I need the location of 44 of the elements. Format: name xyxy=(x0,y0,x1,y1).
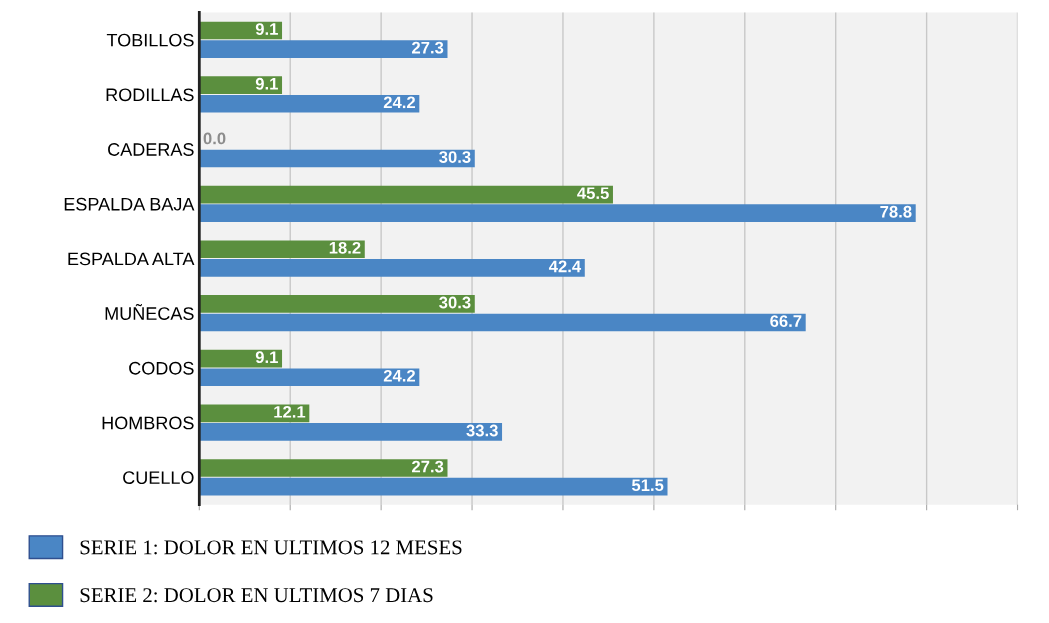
y-tick-label: TOBILLOS xyxy=(106,33,194,47)
data-label: 18.2 xyxy=(329,241,361,254)
data-label: 9.1 xyxy=(255,351,278,364)
bar xyxy=(199,149,475,168)
bar xyxy=(199,477,668,496)
data-label: 24.2 xyxy=(383,96,416,109)
y-tick-label: CADERAS xyxy=(108,143,194,156)
data-label: 9.1 xyxy=(255,23,278,35)
data-label: 33.3 xyxy=(466,424,498,437)
y-tick-label: CUELLO xyxy=(123,471,194,485)
data-label: 0.0 xyxy=(203,132,226,145)
bar xyxy=(199,240,365,259)
data-label: 45.5 xyxy=(577,187,609,200)
data-label: 51.5 xyxy=(631,479,664,492)
data-label: 27.3 xyxy=(412,460,444,473)
bar xyxy=(199,313,806,332)
data-label: 12.1 xyxy=(274,405,306,418)
data-label: 30.3 xyxy=(439,151,471,163)
bar xyxy=(199,423,503,441)
data-label: 30.3 xyxy=(439,296,471,309)
bar xyxy=(199,76,283,95)
legend-label: SERIE 2: DOLOR EN ULTIMOS 7 DIAS xyxy=(80,588,433,603)
data-label: 66.7 xyxy=(770,315,802,327)
y-tick-label: RODILLAS xyxy=(106,88,194,102)
y-tick-label: ESPALDA BAJA xyxy=(64,197,195,211)
bar xyxy=(199,204,916,222)
y-tick-label: MUÑECAS xyxy=(105,303,194,320)
bar xyxy=(199,368,420,387)
data-label: 27.3 xyxy=(412,41,444,54)
bar xyxy=(199,185,613,204)
y-tick-label: HOMBROS xyxy=(102,416,194,430)
bar xyxy=(199,259,585,277)
bar xyxy=(199,404,310,423)
bar xyxy=(199,459,448,477)
data-label: 78.8 xyxy=(880,205,912,218)
legend-label: SERIE 1: DOLOR EN ULTIMOS 12 MESES xyxy=(80,540,462,555)
data-label: 24.2 xyxy=(383,369,416,382)
data-label: 9.1 xyxy=(255,77,278,90)
bar xyxy=(199,40,448,58)
bar xyxy=(199,295,475,313)
y-tick-label: ESPALDA ALTA xyxy=(68,252,195,266)
data-label: 42.4 xyxy=(548,260,582,273)
y-tick-label: CODOS xyxy=(129,361,194,375)
bar xyxy=(199,94,420,113)
